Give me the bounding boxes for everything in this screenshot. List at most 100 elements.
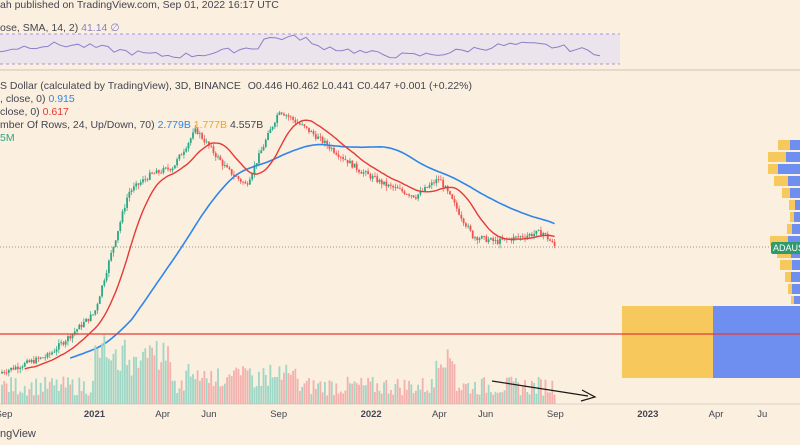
- vrvp-down: 1.777B: [193, 119, 228, 131]
- volume-bar: [476, 394, 479, 404]
- volume-bar: [233, 370, 235, 404]
- candle-body: [85, 318, 88, 322]
- volume-bar: [428, 392, 431, 404]
- candle-body: [23, 362, 26, 367]
- candle-body: [412, 195, 415, 198]
- volume-bar: [544, 379, 547, 404]
- volume-bar: [137, 367, 140, 404]
- candle-body: [121, 211, 124, 223]
- candle-body: [310, 131, 313, 133]
- volume-bar: [185, 370, 188, 404]
- volume-bar: [344, 390, 347, 404]
- volume-bar: [1, 384, 3, 404]
- x-tick-label: Sep: [0, 409, 12, 420]
- candle-body: [60, 342, 63, 344]
- volume-bar: [164, 360, 167, 404]
- volume-bar: [308, 378, 310, 404]
- candle-body: [128, 191, 131, 198]
- candle-body: [344, 159, 347, 160]
- candle-body: [330, 148, 333, 149]
- candle-body: [496, 240, 499, 244]
- candle-body: [198, 133, 201, 135]
- volume-bar: [128, 359, 131, 404]
- candle-body: [76, 329, 78, 332]
- candle-body: [28, 360, 31, 363]
- candle-body: [67, 336, 69, 342]
- volume-bar: [219, 386, 222, 404]
- volume-bar: [198, 380, 201, 404]
- candle-body: [221, 160, 224, 166]
- candle-body: [487, 239, 490, 242]
- volume-bar: [296, 378, 299, 404]
- candle-body: [183, 151, 185, 155]
- candle-body: [96, 303, 99, 311]
- candle-body: [146, 179, 149, 181]
- rsi-label: ose, SMA, 14, 2): [0, 22, 79, 34]
- volume-bar: [455, 391, 458, 404]
- volume-bar: [30, 382, 33, 404]
- candle-body: [267, 133, 269, 140]
- rsi-band: [0, 34, 620, 64]
- candle-body: [212, 146, 215, 153]
- volume-bar: [78, 377, 81, 404]
- volume-bar: [490, 392, 492, 404]
- candle-body: [42, 357, 44, 359]
- candle-body: [444, 186, 447, 188]
- volume-bar: [94, 345, 97, 404]
- candle-body: [210, 145, 213, 147]
- candle-body: [264, 139, 267, 147]
- volume-profile-up: [770, 236, 788, 246]
- volume-bar: [524, 380, 526, 404]
- candle-body: [57, 343, 60, 350]
- volume-profile-up: [790, 212, 794, 222]
- candle-body: [260, 150, 263, 154]
- candle-body: [380, 179, 383, 185]
- volume-label: 5M: [0, 132, 15, 144]
- candle-body: [337, 154, 340, 157]
- volume-bar: [60, 384, 63, 404]
- candle-body: [385, 181, 388, 187]
- volume-bar: [146, 357, 149, 404]
- candle-body: [82, 321, 85, 327]
- candle-body: [533, 233, 536, 237]
- volume-bar: [478, 394, 481, 404]
- x-tick-label: Sep: [270, 409, 287, 420]
- volume-bar: [228, 374, 231, 404]
- volume-bar: [439, 364, 442, 404]
- candle-body: [551, 240, 554, 242]
- x-tick-label: Jun: [201, 409, 216, 420]
- volume-bar: [23, 385, 26, 404]
- volume-bar: [269, 364, 272, 404]
- volume-arrow-line: [491, 380, 589, 397]
- candle-body: [171, 168, 174, 171]
- candle-body: [233, 174, 235, 176]
- candle-body: [501, 238, 504, 240]
- candle-body: [219, 156, 222, 161]
- candle-body: [424, 186, 426, 192]
- volume-bar: [178, 388, 181, 404]
- volume-bar: [510, 376, 513, 404]
- volume-bar: [85, 393, 88, 404]
- candle-body: [64, 341, 67, 345]
- volume-bar: [3, 380, 6, 404]
- volume-bar: [271, 377, 274, 404]
- candle-body: [151, 172, 153, 174]
- volume-bar: [17, 394, 19, 404]
- volume-bar: [433, 387, 435, 404]
- volume-bar: [151, 347, 153, 404]
- volume-bar: [205, 378, 208, 404]
- candle-body: [476, 237, 479, 241]
- candle-body: [110, 252, 113, 261]
- x-tick-label: 2022: [361, 409, 382, 420]
- volume-profile-down: [795, 200, 800, 210]
- candle-body: [428, 185, 431, 188]
- candle-body: [262, 146, 265, 151]
- volume-bar: [485, 392, 488, 404]
- candle-body: [62, 342, 65, 345]
- candle-body: [119, 222, 122, 231]
- volume-bar: [221, 385, 224, 404]
- volume-bar: [103, 335, 106, 404]
- volume-bar: [208, 383, 210, 404]
- candle-body: [433, 182, 435, 184]
- candle-body: [246, 183, 249, 185]
